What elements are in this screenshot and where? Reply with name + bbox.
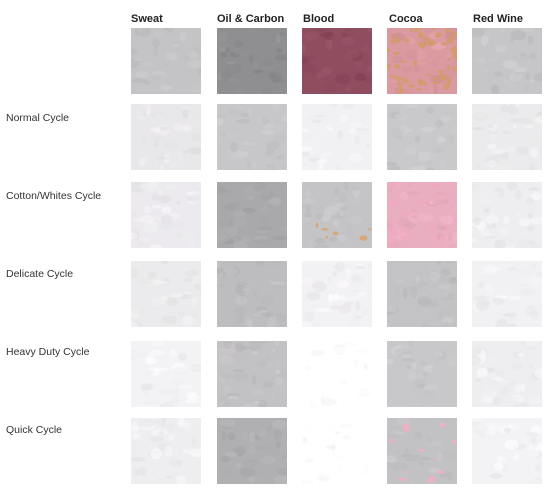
column-header-oil-carbon: Oil & Carbon — [217, 13, 285, 25]
swatch-cotton-whites-oil-carbon — [217, 182, 287, 248]
row-label-cotton-whites: Cotton/Whites Cycle — [6, 190, 102, 202]
swatch-normal-sweat — [131, 104, 201, 170]
swatch-cotton-whites-sweat — [131, 182, 201, 248]
swatch-reference-red-wine — [472, 28, 542, 94]
swatch-normal-oil-carbon — [217, 104, 287, 170]
column-header-blood: Blood — [303, 13, 335, 25]
swatch-reference-oil-carbon — [217, 28, 287, 94]
swatch-quick-red-wine — [472, 418, 542, 484]
swatch-heavy-duty-sweat — [131, 341, 201, 407]
swatch-quick-cocoa — [387, 418, 457, 484]
swatch-reference-blood — [302, 28, 372, 94]
swatch-normal-cocoa — [387, 104, 457, 170]
swatch-quick-sweat — [131, 418, 201, 484]
swatch-heavy-duty-cocoa — [387, 341, 457, 407]
swatch-delicate-cocoa — [387, 261, 457, 327]
column-header-cocoa: Cocoa — [389, 13, 423, 25]
swatch-heavy-duty-oil-carbon — [217, 341, 287, 407]
row-label-heavy-duty: Heavy Duty Cycle — [6, 346, 90, 358]
swatch-delicate-blood — [302, 261, 372, 327]
swatch-delicate-red-wine — [472, 261, 542, 327]
swatch-quick-oil-carbon — [217, 418, 287, 484]
swatch-quick-blood — [302, 418, 372, 484]
swatch-cotton-whites-cocoa — [387, 182, 457, 248]
swatch-normal-blood — [302, 104, 372, 170]
swatch-normal-red-wine — [472, 104, 542, 170]
row-label-normal: Normal Cycle — [6, 112, 70, 124]
swatch-delicate-sweat — [131, 261, 201, 327]
column-header-red-wine: Red Wine — [473, 13, 524, 25]
swatch-heavy-duty-blood — [302, 341, 372, 407]
swatch-reference-cocoa — [387, 28, 457, 94]
swatch-cotton-whites-red-wine — [472, 182, 542, 248]
row-label-delicate: Delicate Cycle — [6, 268, 74, 280]
row-label-quick: Quick Cycle — [6, 424, 63, 436]
column-header-sweat: Sweat — [131, 13, 163, 25]
swatch-delicate-oil-carbon — [217, 261, 287, 327]
swatch-cotton-whites-blood — [302, 182, 372, 248]
swatch-reference-sweat — [131, 28, 201, 94]
swatch-heavy-duty-red-wine — [472, 341, 542, 407]
